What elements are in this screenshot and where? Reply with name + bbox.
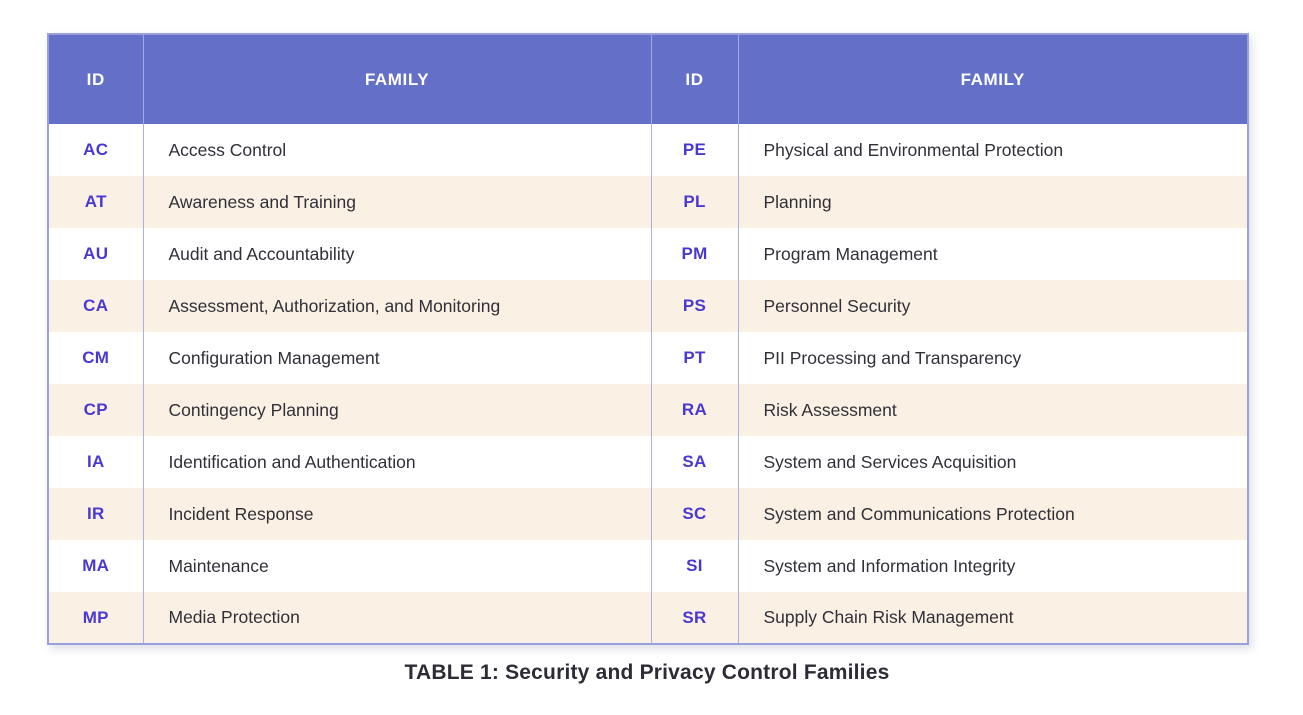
family-name-cell: Risk Assessment xyxy=(737,384,1248,436)
family-name-cell: Access Control xyxy=(142,124,651,176)
family-id-cell: IA xyxy=(48,436,143,488)
family-name-cell: Contingency Planning xyxy=(142,384,651,436)
column-header-family-left: FAMILY xyxy=(142,34,651,124)
table-row: AC Access Control PE Physical and Enviro… xyxy=(48,124,1248,176)
control-families-table-container: ID FAMILY ID FAMILY AC Access Control PE… xyxy=(47,33,1249,685)
family-name-cell: Physical and Environmental Protection xyxy=(737,124,1248,176)
family-name-cell: Program Management xyxy=(737,228,1248,280)
family-id-cell: SR xyxy=(650,592,738,644)
family-name-cell: Assessment, Authorization, and Monitorin… xyxy=(142,280,651,332)
family-id-cell: PL xyxy=(650,176,738,228)
table-row: CM Configuration Management PT PII Proce… xyxy=(48,332,1248,384)
family-id-cell: PM xyxy=(650,228,738,280)
family-id-cell: CP xyxy=(48,384,143,436)
table-row: MA Maintenance SI System and Information… xyxy=(48,540,1248,592)
family-name-cell: Planning xyxy=(737,176,1248,228)
family-id-cell: SI xyxy=(650,540,738,592)
family-id-cell: AU xyxy=(48,228,143,280)
table-row: AU Audit and Accountability PM Program M… xyxy=(48,228,1248,280)
family-id-cell: MA xyxy=(48,540,143,592)
column-header-family-right: FAMILY xyxy=(737,34,1248,124)
family-id-cell: SC xyxy=(650,488,738,540)
family-name-cell: Incident Response xyxy=(142,488,651,540)
family-name-cell: Identification and Authentication xyxy=(142,436,651,488)
family-id-cell: CM xyxy=(48,332,143,384)
table-header: ID FAMILY ID FAMILY xyxy=(48,34,1248,124)
family-id-cell: RA xyxy=(650,384,738,436)
family-name-cell: Media Protection xyxy=(142,592,651,644)
table-row: CA Assessment, Authorization, and Monito… xyxy=(48,280,1248,332)
family-id-cell: AC xyxy=(48,124,143,176)
family-name-cell: Audit and Accountability xyxy=(142,228,651,280)
family-id-cell: PE xyxy=(650,124,738,176)
family-name-cell: Configuration Management xyxy=(142,332,651,384)
family-name-cell: Supply Chain Risk Management xyxy=(737,592,1248,644)
table-row: IR Incident Response SC System and Commu… xyxy=(48,488,1248,540)
table-row: CP Contingency Planning RA Risk Assessme… xyxy=(48,384,1248,436)
header-row: ID FAMILY ID FAMILY xyxy=(48,34,1248,124)
family-id-cell: CA xyxy=(48,280,143,332)
family-name-cell: Maintenance xyxy=(142,540,651,592)
control-families-table: ID FAMILY ID FAMILY AC Access Control PE… xyxy=(47,33,1249,645)
family-id-cell: SA xyxy=(650,436,738,488)
family-id-cell: MP xyxy=(48,592,143,644)
table-row: IA Identification and Authentication SA … xyxy=(48,436,1248,488)
table-row: MP Media Protection SR Supply Chain Risk… xyxy=(48,592,1248,644)
family-name-cell: System and Services Acquisition xyxy=(737,436,1248,488)
column-header-id-right: ID xyxy=(650,34,738,124)
family-name-cell: Awareness and Training xyxy=(142,176,651,228)
family-id-cell: IR xyxy=(48,488,143,540)
column-header-id-left: ID xyxy=(48,34,143,124)
table-row: AT Awareness and Training PL Planning xyxy=(48,176,1248,228)
family-name-cell: System and Communications Protection xyxy=(737,488,1248,540)
family-name-cell: System and Information Integrity xyxy=(737,540,1248,592)
family-name-cell: PII Processing and Transparency xyxy=(737,332,1248,384)
family-id-cell: PS xyxy=(650,280,738,332)
table-body: AC Access Control PE Physical and Enviro… xyxy=(48,124,1248,644)
family-id-cell: PT xyxy=(650,332,738,384)
table-caption: TABLE 1: Security and Privacy Control Fa… xyxy=(404,661,890,684)
family-name-cell: Personnel Security xyxy=(737,280,1248,332)
family-id-cell: AT xyxy=(48,176,143,228)
